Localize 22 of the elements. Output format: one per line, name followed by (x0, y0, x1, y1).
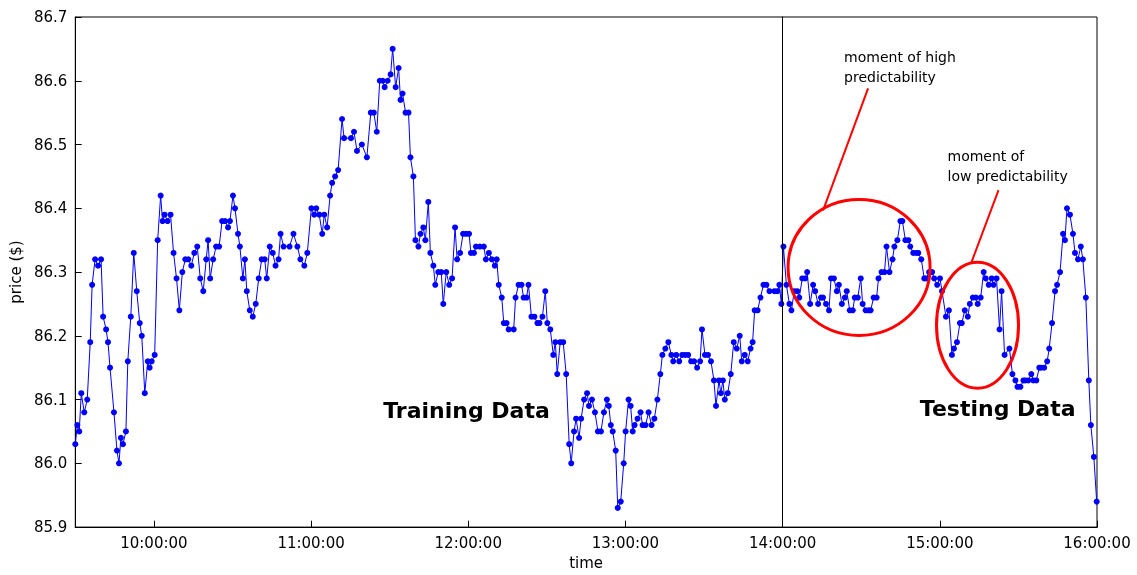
y-axis-title: price ($) (6, 240, 25, 304)
x-tick-label: 11:00:00 (277, 533, 345, 552)
y-tick-label: 86.5 (33, 135, 68, 154)
y-tick-label: 85.9 (33, 518, 68, 537)
y-tick-label: 86.7 (33, 8, 68, 26)
y-tick-label: 86.1 (33, 390, 68, 409)
x-tick-label: 13:00:00 (591, 533, 660, 552)
x-axis-title: time (569, 553, 604, 572)
y-tick-label: 86.2 (33, 326, 68, 345)
annotation: moment of low predictability (947, 148, 1068, 185)
y-tick-label: 86.4 (33, 199, 68, 218)
annotation: moment of high predictability (844, 49, 956, 86)
x-tick-label: 15:00:00 (906, 533, 974, 552)
annotation: Training Data (383, 397, 550, 423)
x-tick-label: 16:00:00 (1063, 533, 1131, 552)
y-tick-label: 86.6 (33, 71, 68, 90)
y-tick-label: 86.0 (33, 454, 68, 473)
x-tick-label: 10:00:00 (120, 533, 188, 552)
x-tick-label: 12:00:00 (434, 533, 502, 552)
annotation: Testing Data (919, 395, 1076, 421)
x-tick-label: 14:00:00 (748, 533, 817, 552)
y-tick-label: 86.3 (33, 263, 68, 282)
